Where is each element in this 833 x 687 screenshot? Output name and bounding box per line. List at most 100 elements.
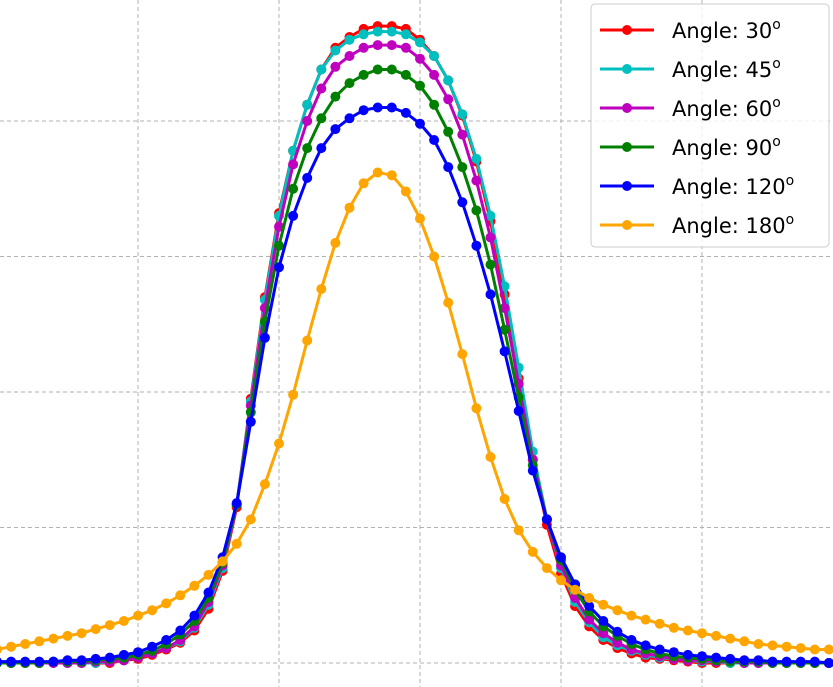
data-point [654, 644, 665, 655]
data-point [147, 605, 158, 616]
data-point [344, 202, 355, 213]
data-point [330, 45, 341, 56]
data-point [682, 649, 693, 660]
data-point [344, 113, 355, 124]
data-point [429, 69, 440, 80]
data-point [386, 26, 397, 37]
data-point [400, 29, 411, 40]
data-point [471, 153, 482, 164]
data-point [245, 416, 256, 427]
data-point [485, 232, 496, 243]
data-point [400, 186, 411, 197]
data-point [626, 610, 637, 621]
legend-label: Angle: 30o [672, 17, 781, 43]
data-point [288, 389, 299, 400]
legend-label: Angle: 90o [672, 134, 781, 160]
data-point [753, 655, 764, 666]
data-point [274, 262, 284, 273]
data-point [344, 51, 355, 61]
data-point [711, 630, 722, 641]
data-point [330, 61, 341, 72]
data-point [415, 80, 425, 91]
data-point [612, 626, 623, 637]
data-point [499, 324, 510, 335]
data-point [584, 614, 595, 625]
data-point [175, 590, 186, 601]
data-point [6, 656, 17, 667]
data-point [316, 284, 327, 294]
data-point [556, 575, 566, 586]
data-point [697, 628, 707, 639]
data-point [513, 406, 524, 416]
data-point [203, 569, 214, 580]
legend-swatch-marker [622, 64, 632, 74]
legend-swatch-marker [622, 220, 632, 230]
data-point [62, 655, 73, 666]
data-point [485, 259, 496, 270]
data-point [386, 170, 397, 181]
data-point [48, 633, 59, 644]
data-point [725, 653, 736, 664]
data-point [76, 628, 87, 639]
legend-item: Angle: 120o [600, 173, 794, 199]
data-point [711, 652, 722, 663]
data-point [541, 514, 552, 525]
legend-label: Angle: 120o [672, 173, 794, 199]
data-point [133, 647, 143, 658]
data-point [429, 51, 440, 61]
data-point [358, 178, 369, 189]
data-point [386, 40, 397, 51]
data-point [344, 34, 355, 45]
data-point [330, 124, 341, 135]
legend-swatch-marker [622, 142, 632, 152]
data-point [90, 624, 101, 635]
data-point [386, 102, 397, 113]
data-point [612, 605, 623, 616]
data-point [118, 649, 129, 660]
legend-label: Angle: 45o [672, 56, 781, 82]
data-point [372, 26, 383, 37]
data-point [0, 645, 2, 654]
data-point [400, 107, 411, 118]
data-point [203, 587, 214, 598]
data-point [626, 635, 637, 645]
data-point [245, 514, 256, 525]
data-point [795, 656, 806, 667]
data-point [640, 640, 651, 651]
data-point [598, 599, 609, 610]
data-point [584, 601, 595, 612]
data-point [274, 438, 284, 449]
series-180 [0, 167, 833, 655]
data-point [457, 109, 468, 120]
data-point [457, 129, 468, 140]
data-point [527, 546, 538, 557]
data-point [330, 91, 341, 102]
data-point [415, 118, 425, 129]
data-point [189, 580, 200, 591]
data-point [372, 167, 383, 178]
data-point [259, 332, 270, 343]
data-point [556, 552, 566, 563]
data-point [457, 197, 468, 208]
data-point [485, 452, 496, 462]
data-point [471, 175, 482, 186]
data-point [358, 69, 369, 80]
data-point [161, 598, 172, 609]
data-point [471, 205, 482, 216]
data-point [739, 655, 750, 666]
data-point [175, 625, 186, 636]
data-point [62, 630, 73, 641]
data-point [584, 593, 595, 603]
data-point [302, 335, 313, 346]
data-point [781, 656, 792, 667]
legend-item: Angle: 180o [600, 212, 794, 238]
data-point [274, 240, 284, 251]
data-point [259, 479, 270, 490]
data-point [372, 64, 383, 75]
data-point [302, 172, 313, 183]
data-point [668, 622, 679, 633]
data-point [443, 162, 454, 173]
legend-item: Angle: 60o [600, 95, 781, 121]
data-point [809, 656, 820, 667]
data-point [415, 37, 425, 48]
